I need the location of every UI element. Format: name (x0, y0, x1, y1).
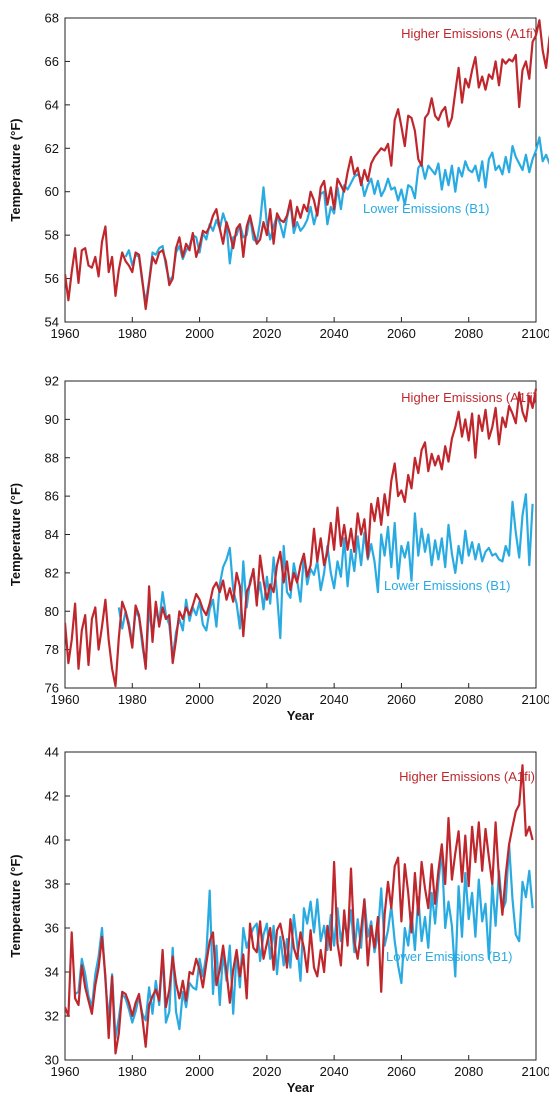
x-tick-label: 1960 (51, 692, 80, 707)
x-tick-label: 2020 (252, 692, 281, 707)
series-label-higher-emissions: Higher Emissions (A1fi) (399, 769, 535, 784)
y-axis-label: Temperature (°F) (8, 854, 23, 957)
y-tick-label: 90 (45, 412, 59, 427)
x-tick-label: 2020 (252, 1064, 281, 1079)
series-line-higher-emissions (65, 764, 534, 1055)
x-tick-label: 1980 (118, 326, 147, 341)
y-tick-label: 60 (45, 184, 59, 199)
y-tick-label: 92 (45, 374, 59, 389)
y-tick-label: 54 (45, 315, 59, 330)
chart-panel-1: 1960 1980 2000 2020 2040 2060 2080 2100 54 56 58 60… (8, 11, 549, 341)
series-line-higher-emissions (65, 388, 538, 688)
series-line-higher-emissions (65, 19, 549, 311)
plot-frame (64, 17, 537, 323)
y-tick-label: 32 (45, 1009, 59, 1024)
y-tick-label: 42 (45, 789, 59, 804)
y-tick-label: 56 (45, 271, 59, 286)
y-tick-label: 36 (45, 921, 59, 936)
series-label-lower-emissions: Lower Emissions (B1) (386, 949, 512, 964)
x-tick-label: 2000 (185, 692, 214, 707)
series-line-lower-emissions (124, 136, 549, 304)
series-label-higher-emissions: Higher Emissions (A1fi) (401, 390, 537, 405)
x-tick-label: 2060 (387, 692, 416, 707)
y-axis-label: Temperature (°F) (8, 118, 23, 221)
x-tick-label: 2080 (454, 1064, 483, 1079)
y-tick-label: 68 (45, 11, 59, 26)
y-tick-label: 78 (45, 642, 59, 657)
y-tick-label: 38 (45, 877, 59, 892)
x-tick-label: 2040 (320, 326, 349, 341)
series-line-lower-emissions (74, 843, 534, 1040)
chart-panel-2: 1960 1980 2000 2020 2040 2060 2080 2100 76 78 80 82… (8, 374, 549, 724)
series-label-lower-emissions: Lower Emissions (B1) (363, 201, 489, 216)
x-tick-label: 2080 (454, 692, 483, 707)
plot-frame (64, 751, 537, 1061)
x-tick-label: 2040 (320, 692, 349, 707)
x-tick-label: 1960 (51, 1064, 80, 1079)
x-axis-label: Year (287, 708, 314, 723)
y-tick-label: 88 (45, 450, 59, 465)
y-axis-label: Temperature (°F) (8, 483, 23, 586)
x-tick-label: 2060 (387, 1064, 416, 1079)
y-tick-label: 80 (45, 604, 59, 619)
y-tick-label: 86 (45, 489, 59, 504)
x-tick-label: 1960 (51, 326, 80, 341)
x-tick-label: 2000 (185, 1064, 214, 1079)
y-tick-label: 44 (45, 745, 59, 760)
y-tick-label: 64 (45, 97, 59, 112)
y-tick-label: 66 (45, 54, 59, 69)
y-tick-label: 30 (45, 1053, 59, 1068)
x-tick-label: 1980 (118, 692, 147, 707)
x-axis-label: Year (287, 1080, 314, 1095)
x-tick-label: 2060 (387, 326, 416, 341)
x-tick-label: 2040 (320, 1064, 349, 1079)
chart-panel-3: 1960 1980 2000 2020 2040 2060 2080 2100 30 32 34 36… (8, 745, 549, 1096)
x-tick-label: 2100 (522, 1064, 549, 1079)
y-tick-label: 84 (45, 527, 59, 542)
y-tick-label: 76 (45, 681, 59, 696)
x-tick-label: 2020 (252, 326, 281, 341)
x-tick-label: 2080 (454, 326, 483, 341)
y-tick-label: 58 (45, 228, 59, 243)
x-tick-label: 1980 (118, 1064, 147, 1079)
x-tick-label: 2100 (522, 692, 549, 707)
x-tick-label: 2100 (522, 326, 549, 341)
x-tick-label: 2000 (185, 326, 214, 341)
series-label-higher-emissions: Higher Emissions (A1fi) (401, 26, 537, 41)
series-label-lower-emissions: Lower Emissions (B1) (384, 578, 510, 593)
y-tick-label: 82 (45, 565, 59, 580)
y-tick-label: 40 (45, 833, 59, 848)
y-tick-label: 34 (45, 965, 59, 980)
y-tick-label: 62 (45, 141, 59, 156)
